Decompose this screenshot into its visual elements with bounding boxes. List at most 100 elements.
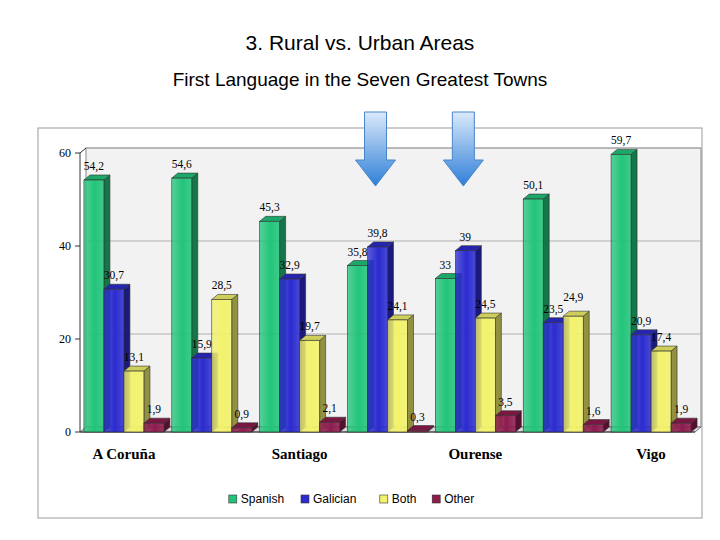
bar-top [388, 315, 414, 320]
arrow [356, 112, 396, 186]
legend-label: Other [444, 492, 474, 506]
data-label: 24,5 [475, 298, 495, 311]
legend-swatch [229, 495, 237, 503]
data-label: 2,1 [322, 402, 337, 415]
bar-top [232, 423, 258, 428]
bar-top [523, 194, 549, 199]
bar-top [563, 311, 589, 316]
data-label: 54,6 [172, 158, 192, 171]
data-label: 17,4 [651, 331, 671, 344]
grid-line [86, 148, 701, 149]
category-label: A Coruña [92, 446, 155, 462]
bar-top [583, 420, 609, 425]
bar-top [495, 411, 521, 416]
bar [671, 423, 691, 432]
category-label: Santiago [272, 446, 328, 462]
data-label: 23,5 [543, 303, 563, 316]
chart: 3. Rural vs. Urban AreasFirst Language i… [0, 0, 720, 540]
bar-top [104, 284, 130, 289]
bar [368, 247, 388, 432]
data-label: 19,7 [300, 320, 320, 333]
data-label: 28,5 [212, 279, 232, 292]
y-axis-top [80, 148, 86, 153]
tick-label: 20 [59, 332, 71, 346]
data-label: 20,9 [631, 315, 651, 328]
bar [435, 279, 455, 432]
bar-top [475, 313, 501, 318]
data-label: 39 [460, 231, 472, 243]
data-label: 59,7 [611, 134, 631, 147]
bar [320, 422, 340, 432]
bar [104, 289, 124, 432]
data-label: 0,3 [410, 411, 425, 424]
data-label: 1,6 [586, 405, 601, 418]
bar-top [368, 242, 394, 247]
bar [388, 320, 408, 432]
tick-label: 60 [59, 146, 71, 160]
bar-top [611, 149, 637, 154]
bar-top [260, 216, 286, 221]
arrow [443, 112, 483, 186]
bar [144, 423, 164, 432]
bar-top [172, 173, 198, 178]
bar-top [320, 417, 346, 422]
data-label: 1,9 [674, 403, 689, 416]
bar [232, 428, 252, 432]
bar-top [280, 274, 306, 279]
legend-swatch [301, 495, 309, 503]
tick-mark [75, 246, 80, 247]
data-label: 24,9 [563, 291, 583, 304]
bar-top [212, 294, 238, 299]
bar-top [84, 175, 110, 180]
data-label: 15,9 [192, 338, 212, 351]
data-label: 50,1 [523, 179, 543, 192]
tick-mark [75, 339, 80, 340]
bar-top [300, 335, 326, 340]
category-label: Vigo [636, 446, 665, 462]
y-axis [80, 153, 81, 432]
bars [84, 149, 697, 432]
legend-swatch [380, 495, 388, 503]
bar [280, 279, 300, 432]
legend-label: Spanish [241, 492, 284, 506]
bar [260, 221, 280, 432]
data-label: 54,2 [84, 160, 104, 173]
bar-top [671, 418, 697, 423]
legend: Spanish Galician Both Other [229, 492, 474, 506]
bar [84, 180, 104, 432]
bar [651, 351, 671, 432]
legend-label: Both [392, 492, 417, 506]
category-label: Ourense [448, 446, 502, 462]
bar [192, 358, 212, 432]
bar [408, 431, 428, 432]
bar [631, 335, 651, 432]
data-label: 35,8 [347, 246, 367, 259]
bar [523, 199, 543, 432]
bar-top [408, 426, 434, 431]
bar [348, 266, 368, 432]
bar-top [144, 418, 170, 423]
data-label: 13,1 [124, 351, 144, 364]
data-label: 33 [440, 259, 452, 271]
data-label: 1,9 [147, 403, 162, 416]
tick-label: 0 [65, 425, 71, 439]
data-label: 0,9 [235, 408, 250, 421]
bar [583, 425, 603, 432]
bar [543, 323, 563, 432]
bar [563, 316, 583, 432]
legend-label: Galician [313, 492, 356, 506]
data-labels: 54,230,713,11,954,615,928,50,945,332,919… [84, 134, 689, 423]
bar [172, 178, 192, 432]
data-label: 3,5 [498, 396, 513, 409]
bar [124, 371, 144, 432]
subtitle: First Language in the Seven Greatest Tow… [173, 69, 548, 90]
data-label: 30,7 [104, 269, 124, 282]
bar-top [651, 346, 677, 351]
bar [475, 318, 495, 432]
data-label: 32,9 [280, 259, 300, 272]
tick-label: 40 [59, 239, 71, 253]
bar-top [124, 366, 150, 371]
bar [455, 251, 475, 432]
legend-swatch [432, 495, 440, 503]
bar-side [320, 335, 326, 432]
